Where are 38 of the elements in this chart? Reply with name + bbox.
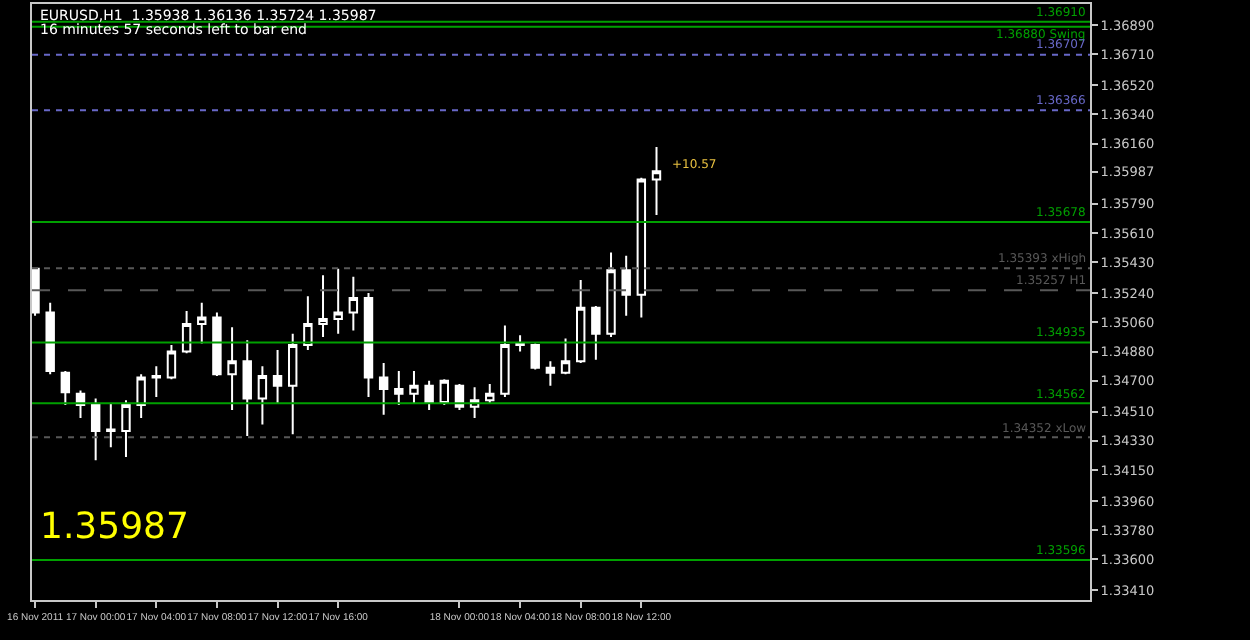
candlestick [212,311,222,377]
candlestick [378,361,389,416]
annotation: 1.35987 [40,506,189,548]
candlestick [227,326,237,411]
candlestick [151,365,161,398]
candlestick [197,301,207,345]
candlestick [348,275,359,332]
candlestick [303,295,313,351]
candlestick [106,402,116,449]
candlestick [409,370,419,405]
candlestick [560,337,571,376]
candlestick [242,339,252,437]
candlestick [90,397,101,462]
candlestick [272,348,283,405]
candlestick [500,324,510,398]
candlestick [136,373,146,420]
candlestick [166,344,177,381]
candlestick [636,176,647,319]
candlestick [60,370,71,407]
candlestick [485,383,495,405]
candlestick [121,399,131,459]
candlestick [257,365,268,426]
candlestick [45,301,55,376]
candlestick [606,251,616,338]
candlestick [651,145,662,217]
candlestick [621,254,631,317]
candlestick [424,379,434,411]
candlestick [181,309,192,355]
candlestick [318,274,328,338]
candlestick [530,342,540,371]
candlestick [591,305,601,361]
candlestick [288,332,298,436]
candlestick [576,279,586,364]
candlestick [545,360,556,387]
candlestick [394,370,404,407]
candlestick [333,267,343,335]
candlestick [363,292,374,398]
candlestick [32,267,40,317]
